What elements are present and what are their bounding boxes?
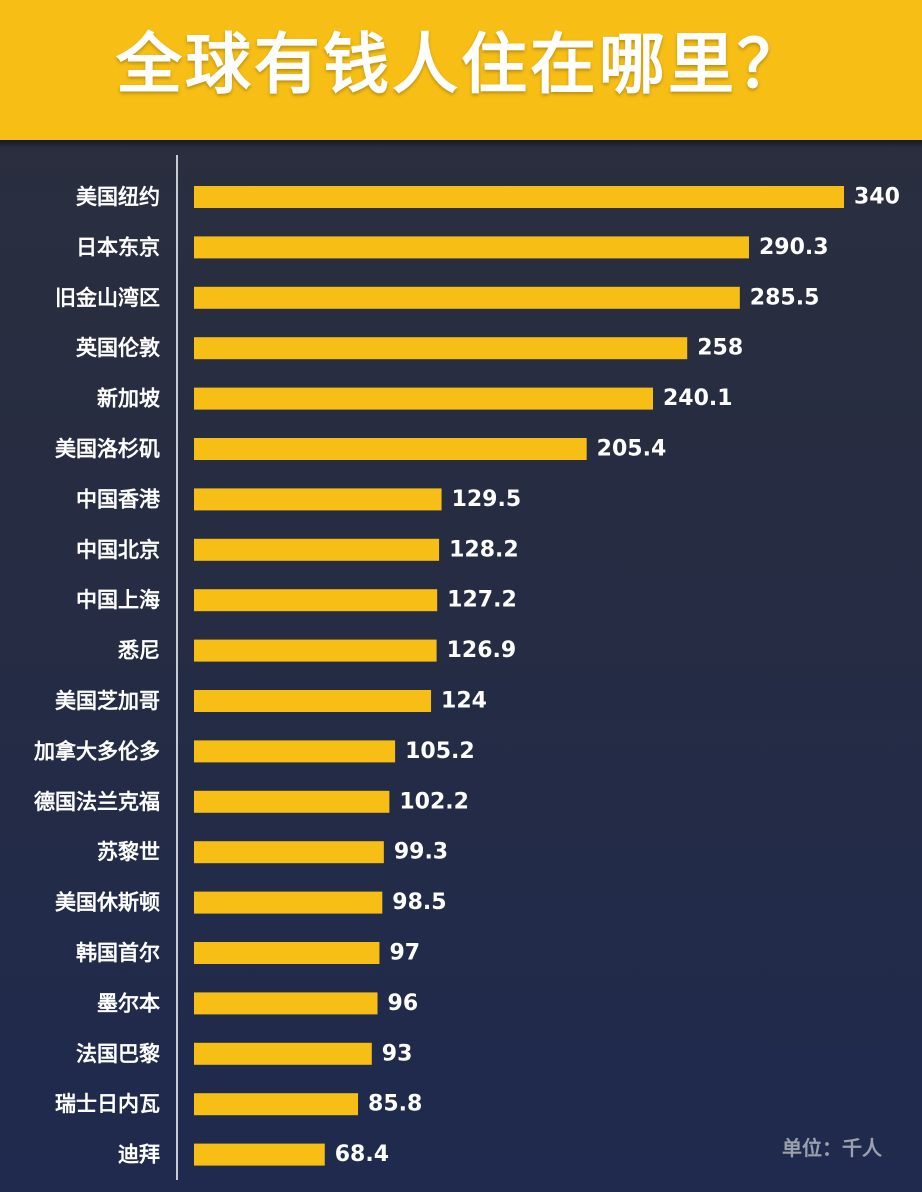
page-title: 全球有钱人住在哪里？	[116, 26, 806, 103]
bar	[194, 438, 587, 460]
bar	[194, 690, 432, 712]
value-label: 68.4	[335, 1142, 389, 1167]
value-label: 99.3	[394, 840, 448, 865]
category-label: 美国芝加哥	[55, 689, 160, 713]
value-label: 124	[441, 689, 487, 714]
bar	[194, 387, 654, 410]
value-label: 93	[382, 1041, 413, 1066]
category-label: 法国巴黎	[76, 1042, 160, 1066]
category-label: 新加坡	[97, 387, 160, 411]
category-label: 德国法兰克福	[34, 790, 160, 814]
value-label: 127.2	[447, 588, 517, 613]
unit-label: 单位：千人	[782, 1136, 882, 1160]
category-label: 美国休斯顿	[55, 891, 160, 915]
bar	[194, 740, 396, 763]
category-label: 英国伦敦	[76, 336, 161, 360]
value-label: 126.9	[447, 638, 517, 663]
category-label: 苏黎世	[97, 840, 160, 864]
value-label: 97	[389, 941, 420, 966]
value-label: 102.2	[399, 789, 469, 814]
bar	[194, 891, 383, 914]
category-label: 美国洛杉矶	[55, 437, 160, 461]
bar	[194, 589, 438, 612]
category-label: 瑞士日内瓦	[55, 1092, 160, 1116]
value-label: 128.2	[449, 537, 519, 562]
bar	[194, 1143, 325, 1166]
category-label: 中国上海	[76, 588, 160, 612]
bar	[194, 992, 378, 1015]
category-label: 美国纽约	[76, 185, 160, 209]
banner-shadow	[0, 140, 922, 148]
category-label: 加拿大多伦多	[33, 739, 160, 763]
bar	[194, 639, 437, 662]
category-label: 墨尔本	[97, 991, 160, 1015]
value-label: 240.1	[663, 386, 733, 411]
bar	[194, 1093, 359, 1116]
value-label: 290.3	[759, 235, 829, 260]
bar	[194, 286, 740, 309]
bar	[194, 841, 384, 864]
bar	[194, 790, 390, 813]
category-label: 旧金山湾区	[55, 286, 160, 310]
category-label: 中国香港	[76, 487, 161, 511]
value-label: 105.2	[405, 739, 475, 764]
category-label: 悉尼	[117, 639, 160, 663]
category-label: 日本东京	[76, 235, 160, 259]
bar	[194, 1042, 372, 1065]
bar	[194, 186, 844, 208]
title-banner: 全球有钱人住在哪里？	[0, 0, 922, 140]
bar	[194, 236, 749, 259]
bar	[194, 942, 380, 964]
bar	[194, 337, 688, 360]
value-label: 340	[854, 185, 900, 210]
value-label: 258	[697, 336, 743, 361]
value-label: 96	[388, 991, 419, 1016]
value-label: 129.5	[452, 487, 522, 512]
value-label: 285.5	[750, 285, 820, 310]
value-label: 205.4	[597, 437, 667, 462]
category-label: 韩国首尔	[76, 941, 160, 965]
value-label: 85.8	[368, 1092, 422, 1117]
bar	[194, 488, 442, 511]
bar	[194, 538, 440, 561]
category-label: 迪拜	[118, 1143, 160, 1167]
category-label: 中国北京	[76, 538, 160, 562]
value-label: 98.5	[392, 890, 446, 915]
